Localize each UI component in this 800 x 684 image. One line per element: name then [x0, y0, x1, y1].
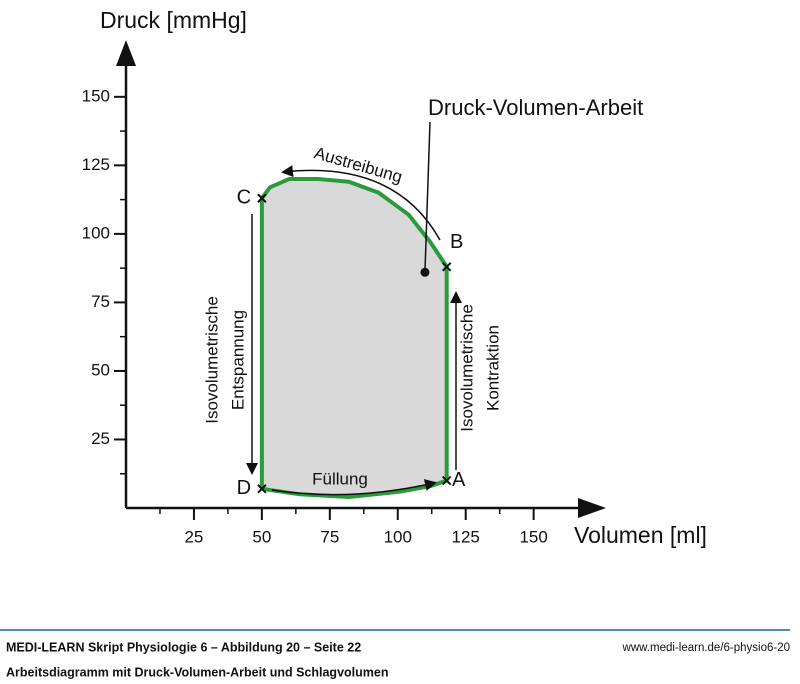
annotation: Entspannung — [228, 310, 247, 410]
x-tick-label: 50 — [252, 527, 271, 546]
marker-stroke — [257, 193, 267, 203]
arrow — [281, 165, 441, 241]
y-tick-label: 100 — [82, 223, 110, 242]
work-label: Druck-Volumen-Arbeit — [428, 95, 643, 120]
x-tick-label: 125 — [452, 527, 480, 546]
annotation: Isovolumetrische — [457, 304, 476, 432]
marker-stroke — [441, 262, 452, 272]
point-marker — [257, 193, 267, 203]
y-axis-label: Druck [mmHg] — [100, 7, 247, 33]
arrow — [271, 479, 437, 496]
marker-stroke — [257, 484, 267, 494]
annotation: Füllung — [312, 469, 368, 488]
x-tick-label: 25 — [184, 527, 203, 546]
y-tick-label: 75 — [91, 292, 110, 311]
footer-source: MEDI-LEARN Skript Physiologie 6 – Abbild… — [6, 640, 361, 654]
y-tick-label: 125 — [82, 155, 110, 174]
x-axis-label: Volumen [ml] — [574, 522, 707, 548]
x-tick-label: 150 — [519, 527, 547, 546]
point-marker — [257, 484, 267, 494]
pv-loop — [259, 177, 449, 500]
point-marker — [441, 262, 452, 272]
y-tick-label: 25 — [91, 429, 110, 448]
annotation: Kontraktion — [483, 325, 502, 411]
work-point — [420, 267, 430, 277]
marker-stroke — [441, 475, 452, 486]
point-marker — [441, 475, 452, 486]
x-tick-label: 100 — [384, 527, 412, 546]
point-label: A — [452, 469, 466, 491]
footer-caption: Arbeitsdiagramm mit Druck-Volumen-Arbeit… — [6, 665, 388, 679]
leader-line — [424, 121, 431, 273]
y-tick-label: 50 — [91, 360, 110, 379]
x-axis-arrow — [578, 498, 606, 518]
x-tick-label: 75 — [320, 527, 339, 546]
annotation: Isovolumetrische — [202, 296, 221, 424]
point-label: B — [450, 231, 463, 253]
footer-url: www.medi-learn.de/6-physio6-20 — [622, 642, 790, 654]
point-label: C — [237, 187, 251, 209]
y-tick-label: 150 — [82, 86, 110, 105]
point-label: D — [237, 477, 251, 499]
y-axis-arrow — [116, 40, 136, 66]
